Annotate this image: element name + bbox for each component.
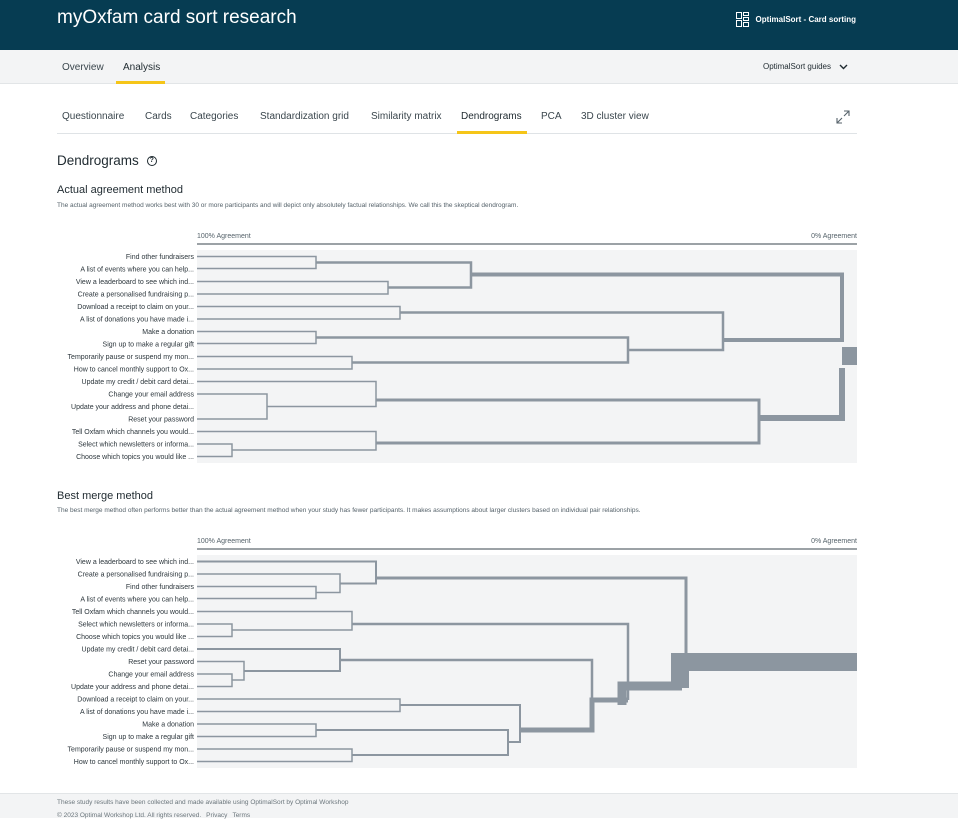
privacy-link[interactable]: Privacy xyxy=(206,812,228,819)
axis-left-label: 100% Agreement xyxy=(197,538,251,545)
card-label: Update my credit / debit card detai... xyxy=(82,379,194,386)
best-merge-title: Best merge method xyxy=(57,490,153,502)
product-badge[interactable]: OptimalSort - Card sorting xyxy=(735,12,856,27)
guides-dropdown[interactable]: OptimalSort guides xyxy=(763,62,848,71)
card-label: How to cancel monthly support to Ox... xyxy=(74,759,194,766)
card-label: A list of events where you can help... xyxy=(80,267,194,274)
dendrograms-canvas: 100% Agreement 0% Agreement Find other f… xyxy=(68,233,857,768)
product-name: OptimalSort - Card sorting xyxy=(755,15,856,24)
top-bar: myOxfam card sort research OptimalSort -… xyxy=(0,0,958,50)
active-tab-indicator xyxy=(457,131,527,134)
analysis-tabs: Questionnaire Cards Categories Standardi… xyxy=(57,104,857,134)
page-title-row: Dendrograms ? xyxy=(57,153,157,168)
card-label: How to cancel monthly support to Ox... xyxy=(74,367,194,374)
card-label: Update your address and phone detai... xyxy=(71,684,194,691)
tab-3d-cluster-view[interactable]: 3D cluster view xyxy=(581,111,649,122)
card-label: Temporarily pause or suspend my mon... xyxy=(68,354,194,361)
tab-pca[interactable]: PCA xyxy=(541,111,562,122)
card-label: Choose which topics you would like ... xyxy=(76,634,194,641)
card-label: Make a donation xyxy=(142,722,194,729)
guides-label: OptimalSort guides xyxy=(762,62,831,71)
footer-copyright: © 2023 Optimal Workshop Ltd. All rights … xyxy=(57,812,202,819)
card-label: View a leaderboard to see which ind... xyxy=(76,279,194,286)
card-label: Tell Oxfam which channels you would... xyxy=(72,609,194,616)
axis-right-label: 0% Agreement xyxy=(811,538,857,545)
chevron-down-icon xyxy=(839,64,848,69)
tab-overview[interactable]: Overview xyxy=(62,62,104,73)
card-label: Sign up to make a regular gift xyxy=(103,342,194,349)
axis-left-label: 100% Agreement xyxy=(197,233,251,240)
card-label: View a leaderboard to see which ind... xyxy=(76,559,194,566)
footer: These study results have been collected … xyxy=(0,793,958,819)
card-label: Make a donation xyxy=(142,329,194,336)
tab-dendrograms[interactable]: Dendrograms xyxy=(461,111,522,122)
card-label: Download a receipt to claim on your... xyxy=(77,697,194,704)
actual-agreement-description: The actual agreement method works best w… xyxy=(57,202,519,209)
card-labels: Find other fundraisers A list of events … xyxy=(68,254,195,461)
card-label: Reset your password xyxy=(128,659,194,666)
best-merge-description: The best merge method often performs bet… xyxy=(57,507,641,514)
card-label: Find other fundraisers xyxy=(126,584,195,591)
card-label: Choose which topics you would like ... xyxy=(76,454,194,461)
axis-right-label: 0% Agreement xyxy=(811,233,857,240)
card-label: Create a personalised fundraising p... xyxy=(78,292,194,299)
tab-analysis[interactable]: Analysis xyxy=(123,62,161,73)
tab-questionnaire[interactable]: Questionnaire xyxy=(62,111,125,122)
card-label: Find other fundraisers xyxy=(126,254,195,261)
card-label: A list of events where you can help... xyxy=(80,597,194,604)
card-label: Update my credit / debit card detai... xyxy=(82,647,194,654)
study-title: myOxfam card sort research xyxy=(57,7,297,28)
tab-standardization-grid[interactable]: Standardization grid xyxy=(260,111,349,122)
footer-attribution: These study results have been collected … xyxy=(57,799,349,806)
tab-categories[interactable]: Categories xyxy=(190,111,239,122)
card-label: Change your email address xyxy=(108,392,194,399)
card-label: Change your email address xyxy=(108,672,194,679)
card-label: Download a receipt to claim on your... xyxy=(77,304,194,311)
card-label: Select which newsletters or informa... xyxy=(78,442,194,449)
card-label: Create a personalised fundraising p... xyxy=(78,572,194,579)
page-title: Dendrograms xyxy=(57,153,139,168)
card-label: A list of donations you have made i... xyxy=(80,317,194,324)
actual-agreement-dendrogram: 100% Agreement 0% Agreement Find other f… xyxy=(68,233,857,463)
terms-link[interactable]: Terms xyxy=(232,812,251,819)
card-label: Select which newsletters or informa... xyxy=(78,622,194,629)
help-icon[interactable]: ? xyxy=(146,155,157,166)
sub-navigation: Overview Analysis OptimalSort guides xyxy=(0,50,958,84)
grid-layout-icon xyxy=(735,12,749,27)
actual-agreement-title: Actual agreement method xyxy=(57,184,183,196)
card-label: Temporarily pause or suspend my mon... xyxy=(68,747,194,754)
best-merge-dendrogram: 100% Agreement 0% Agreement View a leade… xyxy=(68,538,857,768)
active-tab-indicator xyxy=(116,81,165,84)
card-label: A list of donations you have made i... xyxy=(80,709,194,716)
card-labels: View a leaderboard to see which ind... C… xyxy=(68,559,195,766)
card-label: Sign up to make a regular gift xyxy=(103,734,194,741)
dendrogram-branches xyxy=(197,560,857,763)
tab-cards[interactable]: Cards xyxy=(145,111,172,122)
expand-icon[interactable] xyxy=(836,110,850,124)
footer-legal: © 2023 Optimal Workshop Ltd. All rights … xyxy=(57,812,250,819)
dendrogram-branches xyxy=(197,255,857,458)
tab-similarity-matrix[interactable]: Similarity matrix xyxy=(371,111,442,122)
card-label: Reset your password xyxy=(128,417,194,424)
card-label: Tell Oxfam which channels you would... xyxy=(72,429,194,436)
card-label: Update your address and phone detai... xyxy=(71,404,194,411)
